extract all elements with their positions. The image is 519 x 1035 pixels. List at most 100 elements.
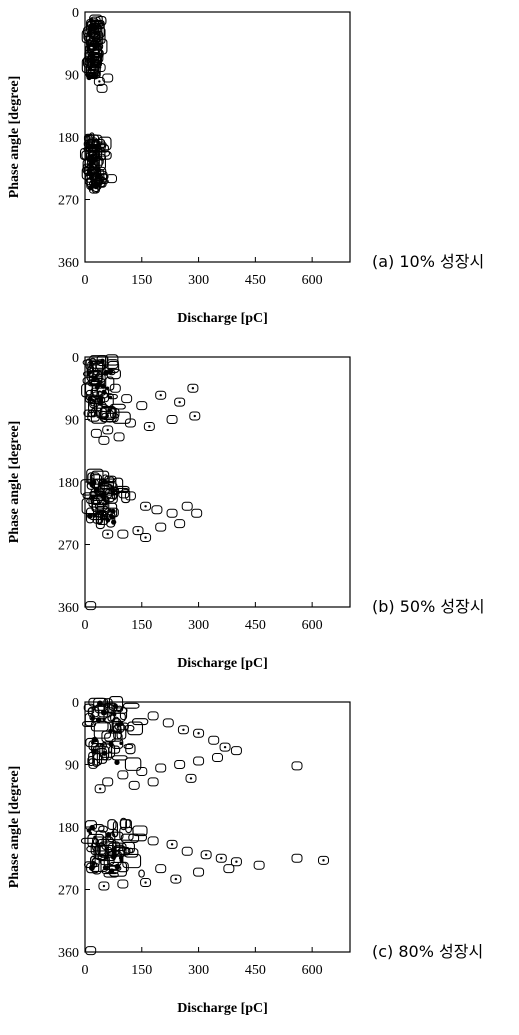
cluster-core — [104, 855, 109, 860]
cluster-core — [105, 414, 109, 418]
data-point-contour — [102, 529, 114, 539]
cluster-core — [112, 712, 117, 717]
cluster-contour — [84, 394, 96, 403]
cluster-contour — [87, 756, 95, 767]
cluster-contour — [98, 825, 108, 833]
cluster-contour — [81, 721, 97, 728]
data-point-dot — [106, 428, 109, 432]
cluster-core — [109, 868, 115, 874]
data-point-contour — [117, 529, 129, 539]
data-point-dot — [102, 884, 106, 888]
data-point-contour — [181, 501, 193, 511]
data-point-contour — [136, 766, 148, 776]
cluster-contour — [128, 833, 148, 842]
data-point-dot — [174, 877, 178, 881]
data-point-contour — [143, 421, 155, 431]
data-point-contour — [177, 725, 189, 735]
data-point-contour — [117, 770, 129, 780]
x-tick-label: 600 — [302, 963, 323, 978]
cluster-contour — [101, 743, 113, 761]
data-point-contour — [94, 784, 106, 794]
data-point-dot — [95, 42, 98, 45]
data-point-contour — [208, 735, 220, 745]
data-point-contour — [230, 857, 242, 867]
data-point-contour — [90, 177, 102, 187]
data-point-dot — [220, 857, 223, 860]
data-point-contour — [121, 394, 133, 404]
chart-panel-b: 0 90 180 270 360 0 150 300 450 600 Phase angle [de… — [0, 345, 519, 685]
data-point-contour — [132, 526, 144, 536]
data-point-contour — [155, 763, 167, 773]
cluster-core — [90, 479, 97, 486]
data-point-contour — [86, 139, 98, 149]
data-point-contour — [92, 49, 104, 59]
data-point-contour — [88, 149, 100, 159]
data-point-contour — [147, 777, 159, 787]
data-point-contour — [223, 864, 235, 874]
data-point-contour — [170, 874, 182, 884]
dense-cluster — [80, 817, 148, 878]
y-tick-label: 90 — [65, 759, 79, 774]
cluster-core — [107, 408, 112, 413]
data-point-contour — [193, 756, 205, 766]
cluster-contour — [101, 498, 109, 505]
cluster-core — [100, 709, 107, 716]
y-tick-label: 270 — [58, 194, 79, 209]
y-tick-label: 180 — [58, 131, 79, 146]
cluster-contour — [105, 354, 119, 370]
cluster-core — [91, 24, 97, 30]
cluster-contour — [88, 751, 94, 764]
data-point-contour — [98, 881, 110, 891]
data-point-contour — [174, 519, 186, 529]
data-point-contour — [191, 508, 203, 518]
cluster-core — [92, 513, 97, 518]
cluster-core — [98, 482, 104, 487]
cluster-core — [102, 865, 109, 871]
data-point-contour — [155, 864, 167, 874]
cluster-core — [112, 703, 118, 709]
data-point-contour — [93, 76, 105, 86]
cluster-contour — [110, 712, 126, 723]
data-point-contour — [193, 867, 205, 877]
x-axis-label: Discharge [pC] — [177, 656, 268, 671]
cluster-contour — [83, 409, 96, 418]
cluster-core — [111, 519, 117, 525]
cluster-core — [102, 717, 106, 722]
cluster-core — [87, 370, 93, 375]
cluster-core — [106, 480, 110, 484]
cluster-contour — [122, 702, 140, 709]
cluster-core — [110, 508, 116, 514]
cluster-core — [91, 736, 98, 743]
cluster-core — [87, 148, 92, 154]
data-point-dot — [144, 881, 147, 884]
x-tick-label: 450 — [245, 618, 266, 633]
data-point-contour — [174, 397, 186, 407]
cluster-core — [93, 30, 98, 35]
x-tick-label: 600 — [302, 273, 323, 288]
x-axis-label: Discharge [pC] — [177, 1001, 268, 1016]
cluster-core — [89, 360, 94, 365]
data-point-contour — [106, 174, 117, 184]
data-point-contour — [124, 418, 136, 428]
cluster-core — [95, 381, 102, 388]
y-tick-label: 360 — [58, 946, 79, 961]
data-point-dot — [197, 732, 200, 735]
data-point-contour — [166, 508, 178, 518]
x-tick-label: 0 — [82, 273, 89, 288]
data-point-contour — [162, 718, 174, 728]
data-point-contour — [88, 28, 100, 38]
cluster-core — [101, 389, 107, 395]
chart-caption: (c) 80% 성장시 — [372, 942, 483, 961]
data-point-contour — [96, 83, 108, 93]
cluster-contour — [104, 732, 123, 742]
data-point-contour — [102, 425, 114, 435]
data-point-contour — [94, 63, 106, 73]
cluster-core — [118, 855, 124, 861]
data-point-contour — [117, 879, 129, 889]
data-point-contour — [92, 156, 104, 166]
cluster-core — [97, 501, 102, 505]
cluster-contour — [107, 360, 120, 374]
data-point-dot — [170, 843, 174, 846]
cluster-core — [91, 495, 96, 500]
